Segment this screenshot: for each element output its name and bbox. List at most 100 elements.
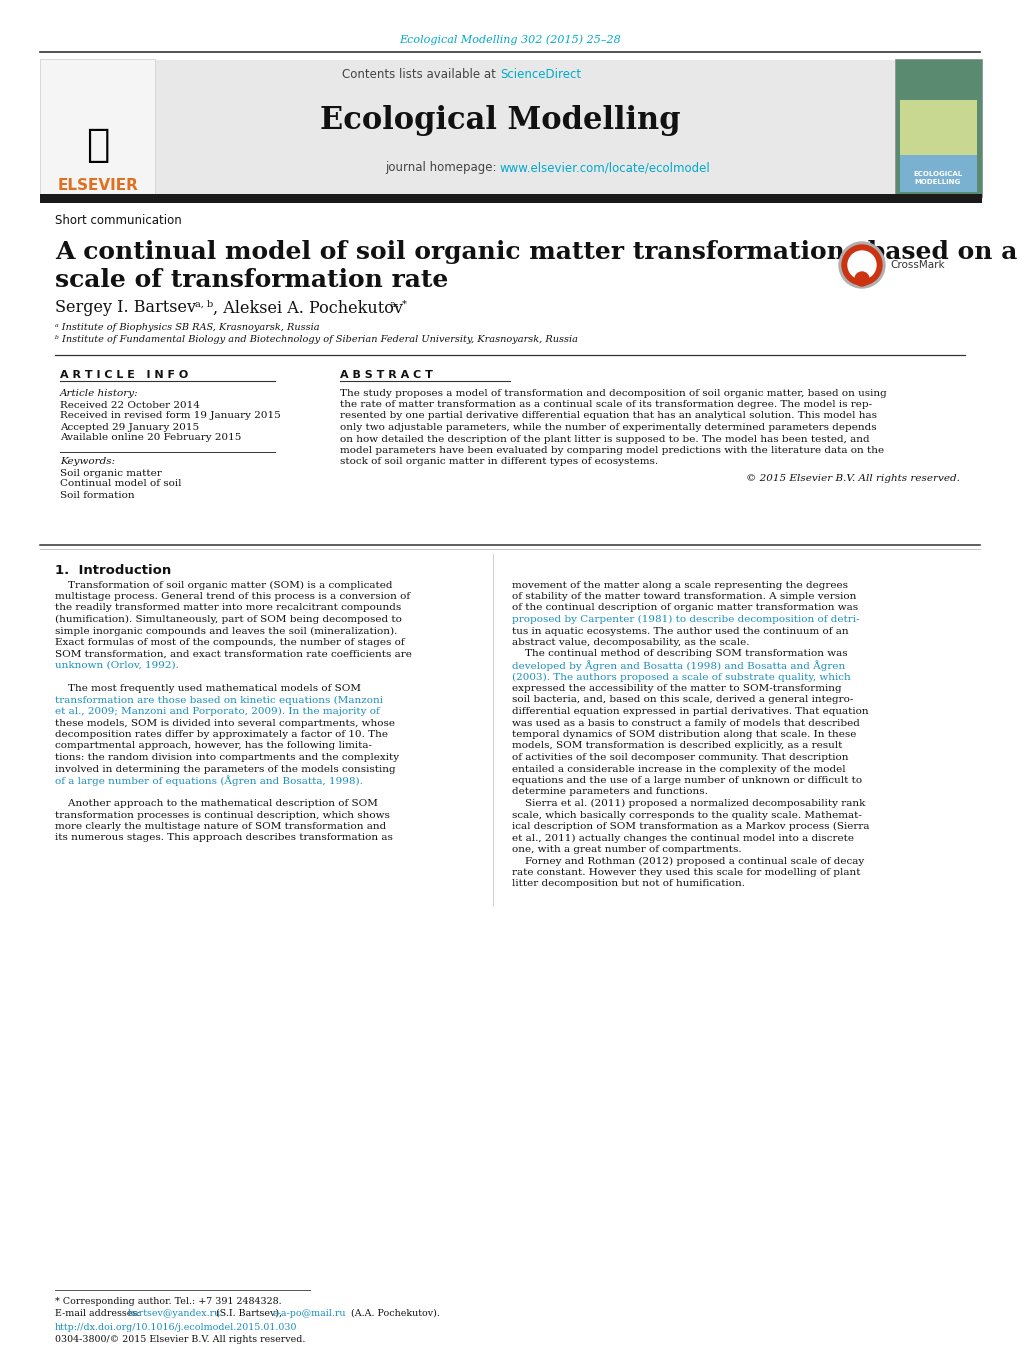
Text: equations and the use of a large number of unknown or difficult to: equations and the use of a large number … (512, 775, 861, 785)
Text: 1.  Introduction: 1. Introduction (55, 563, 171, 577)
Text: transformation processes is continual description, which shows: transformation processes is continual de… (55, 811, 389, 820)
Circle shape (839, 242, 884, 288)
Text: The study proposes a model of transformation and decomposition of soil organic m: The study proposes a model of transforma… (339, 389, 886, 397)
Text: more clearly the multistage nature of SOM transformation and: more clearly the multistage nature of SO… (55, 821, 386, 831)
Bar (40, 59, 155, 197)
Text: , Aleksei A. Pochekutov: , Aleksei A. Pochekutov (213, 300, 403, 316)
Text: Received 22 October 2014: Received 22 October 2014 (60, 400, 200, 409)
Text: a-a-po@mail.ru: a-a-po@mail.ru (273, 1309, 346, 1317)
Text: journal homepage:: journal homepage: (384, 162, 499, 174)
Text: Soil organic matter: Soil organic matter (60, 469, 162, 477)
Text: Sierra et al. (2011) proposed a normalized decomposability rank: Sierra et al. (2011) proposed a normaliz… (512, 798, 864, 808)
Text: Short communication: Short communication (55, 213, 181, 227)
Text: Ecological Modelling: Ecological Modelling (319, 104, 680, 135)
Text: * Corresponding author. Tel.: +7 391 2484328.: * Corresponding author. Tel.: +7 391 248… (55, 1297, 281, 1306)
Text: litter decomposition but not of humification.: litter decomposition but not of humifica… (512, 880, 744, 889)
Text: scale, which basically corresponds to the quality scale. Mathemat-: scale, which basically corresponds to th… (512, 811, 861, 820)
Text: Article history:: Article history: (60, 389, 139, 397)
Text: A continual model of soil organic matter transformations based on a: A continual model of soil organic matter… (55, 240, 1016, 263)
Text: only two adjustable parameters, while the number of experimentally determined pa: only two adjustable parameters, while th… (339, 423, 875, 432)
Text: CrossMark: CrossMark (890, 259, 944, 270)
Text: abstract value, decomposability, as the scale.: abstract value, decomposability, as the … (512, 638, 749, 647)
Text: Contents lists available at: Contents lists available at (342, 69, 499, 81)
Text: compartmental approach, however, has the following limita-: compartmental approach, however, has the… (55, 742, 372, 751)
Text: multistage process. General trend of this process is a conversion of: multistage process. General trend of thi… (55, 592, 410, 601)
Bar (40, 195, 981, 203)
Text: proposed by Carpenter (1981) to describe decomposition of detri-: proposed by Carpenter (1981) to describe… (512, 615, 859, 624)
Text: determine parameters and functions.: determine parameters and functions. (512, 788, 707, 797)
Text: scale of transformation rate: scale of transformation rate (55, 267, 448, 292)
Text: Another approach to the mathematical description of SOM: Another approach to the mathematical des… (55, 798, 377, 808)
Text: et al., 2011) actually changes the continual model into a discrete: et al., 2011) actually changes the conti… (512, 834, 853, 843)
Text: Continual model of soil: Continual model of soil (60, 480, 181, 489)
Text: of activities of the soil decomposer community. That description: of activities of the soil decomposer com… (512, 753, 848, 762)
Text: ScienceDirect: ScienceDirect (499, 69, 581, 81)
Text: decomposition rates differ by approximately a factor of 10. The: decomposition rates differ by approximat… (55, 730, 387, 739)
Text: on how detailed the description of the plant litter is supposed to be. The model: on how detailed the description of the p… (339, 435, 869, 443)
Bar (894, 59, 981, 197)
Text: the rate of matter transformation as a continual scale of its transformation deg: the rate of matter transformation as a c… (339, 400, 871, 409)
Text: www.elsevier.com/locate/ecolmodel: www.elsevier.com/locate/ecolmodel (499, 162, 710, 174)
Text: 🌳: 🌳 (87, 126, 110, 163)
Text: model parameters have been evaluated by comparing model predictions with the lit: model parameters have been evaluated by … (339, 446, 883, 455)
Text: ELSEVIER: ELSEVIER (57, 177, 139, 192)
Text: ᵇ Institute of Fundamental Biology and Biotechnology of Siberian Federal Univers: ᵇ Institute of Fundamental Biology and B… (55, 335, 578, 345)
Text: of a large number of equations (Ågren and Bosatta, 1998).: of a large number of equations (Ågren an… (55, 775, 363, 786)
Text: a, *: a, * (389, 300, 407, 308)
Text: (A.A. Pochekutov).: (A.A. Pochekutov). (347, 1309, 439, 1317)
Circle shape (841, 245, 881, 285)
Text: tions: the random division into compartments and the complexity: tions: the random division into compartm… (55, 753, 398, 762)
Text: involved in determining the parameters of the models consisting: involved in determining the parameters o… (55, 765, 395, 774)
Text: © 2015 Elsevier B.V. All rights reserved.: © 2015 Elsevier B.V. All rights reserved… (745, 474, 959, 484)
Text: was used as a basis to construct a family of models that described: was used as a basis to construct a famil… (512, 719, 859, 727)
Circle shape (847, 251, 875, 280)
Text: Exact formulas of most of the compounds, the number of stages of: Exact formulas of most of the compounds,… (55, 638, 405, 647)
Text: The most frequently used mathematical models of SOM: The most frequently used mathematical mo… (55, 684, 361, 693)
Text: (humification). Simultaneously, part of SOM being decomposed to: (humification). Simultaneously, part of … (55, 615, 401, 624)
Text: rate constant. However they used this scale for modelling of plant: rate constant. However they used this sc… (512, 867, 860, 877)
Text: http://dx.doi.org/10.1016/j.ecolmodel.2015.01.030: http://dx.doi.org/10.1016/j.ecolmodel.20… (55, 1323, 298, 1332)
Text: a, b: a, b (195, 300, 213, 308)
Text: simple inorganic compounds and leaves the soil (mineralization).: simple inorganic compounds and leaves th… (55, 627, 397, 635)
Text: A B S T R A C T: A B S T R A C T (339, 370, 432, 380)
Text: the readily transformed matter into more recalcitrant compounds: the readily transformed matter into more… (55, 604, 400, 612)
Text: (2003). The authors proposed a scale of substrate quality, which: (2003). The authors proposed a scale of … (512, 673, 850, 681)
Circle shape (854, 272, 868, 286)
Text: A R T I C L E   I N F O: A R T I C L E I N F O (60, 370, 189, 380)
Text: E-mail addresses:: E-mail addresses: (55, 1309, 144, 1317)
Text: tus in aquatic ecosystems. The author used the continuum of an: tus in aquatic ecosystems. The author us… (512, 627, 848, 635)
Text: Soil formation: Soil formation (60, 490, 135, 500)
Text: of the continual description of organic matter transformation was: of the continual description of organic … (512, 604, 857, 612)
Text: stock of soil organic matter in different types of ecosystems.: stock of soil organic matter in differen… (339, 458, 657, 466)
Bar (899, 132, 976, 192)
Text: Available online 20 February 2015: Available online 20 February 2015 (60, 434, 242, 443)
Text: bartsev@yandex.ru: bartsev@yandex.ru (127, 1309, 221, 1317)
Text: Sergey I. Bartsev: Sergey I. Bartsev (55, 300, 196, 316)
Text: resented by one partial derivative differential equation that has an analytical : resented by one partial derivative diffe… (339, 412, 876, 420)
Text: expressed the accessibility of the matter to SOM-transforming: expressed the accessibility of the matte… (512, 684, 841, 693)
Bar (899, 100, 976, 155)
Text: Received in revised form 19 January 2015: Received in revised form 19 January 2015 (60, 412, 280, 420)
Text: unknown (Orlov, 1992).: unknown (Orlov, 1992). (55, 661, 178, 670)
Text: Transformation of soil organic matter (SOM) is a complicated: Transformation of soil organic matter (S… (55, 581, 392, 589)
Text: transformation are those based on kinetic equations (Manzoni: transformation are those based on kineti… (55, 696, 382, 705)
Bar (150, 59, 894, 195)
Text: Keywords:: Keywords: (60, 458, 115, 466)
Text: of stability of the matter toward transformation. A simple version: of stability of the matter toward transf… (512, 592, 856, 601)
Text: Accepted 29 January 2015: Accepted 29 January 2015 (60, 423, 199, 431)
Text: these models, SOM is divided into several compartments, whose: these models, SOM is divided into severa… (55, 719, 394, 727)
Text: soil bacteria, and, based on this scale, derived a general integro-: soil bacteria, and, based on this scale,… (512, 696, 853, 704)
Text: ECOLOGICAL
MODELLING: ECOLOGICAL MODELLING (913, 172, 962, 185)
Text: et al., 2009; Manzoni and Porporato, 2009). In the majority of: et al., 2009; Manzoni and Porporato, 200… (55, 707, 379, 716)
Text: movement of the matter along a scale representing the degrees: movement of the matter along a scale rep… (512, 581, 847, 589)
Text: one, with a great number of compartments.: one, with a great number of compartments… (512, 844, 741, 854)
Text: SOM transformation, and exact transformation rate coefficients are: SOM transformation, and exact transforma… (55, 650, 412, 658)
Text: Ecological Modelling 302 (2015) 25–28: Ecological Modelling 302 (2015) 25–28 (398, 35, 621, 46)
Text: entailed a considerable increase in the complexity of the model: entailed a considerable increase in the … (512, 765, 845, 774)
Text: temporal dynamics of SOM distribution along that scale. In these: temporal dynamics of SOM distribution al… (512, 730, 856, 739)
Text: ᵃ Institute of Biophysics SB RAS, Krasnoyarsk, Russia: ᵃ Institute of Biophysics SB RAS, Krasno… (55, 323, 319, 331)
Text: ical description of SOM transformation as a Markov process (Sierra: ical description of SOM transformation a… (512, 821, 868, 831)
Text: Forney and Rothman (2012) proposed a continual scale of decay: Forney and Rothman (2012) proposed a con… (512, 857, 863, 866)
Text: differential equation expressed in partial derivatives. That equation: differential equation expressed in parti… (512, 707, 868, 716)
Text: 0304-3800/© 2015 Elsevier B.V. All rights reserved.: 0304-3800/© 2015 Elsevier B.V. All right… (55, 1335, 305, 1343)
